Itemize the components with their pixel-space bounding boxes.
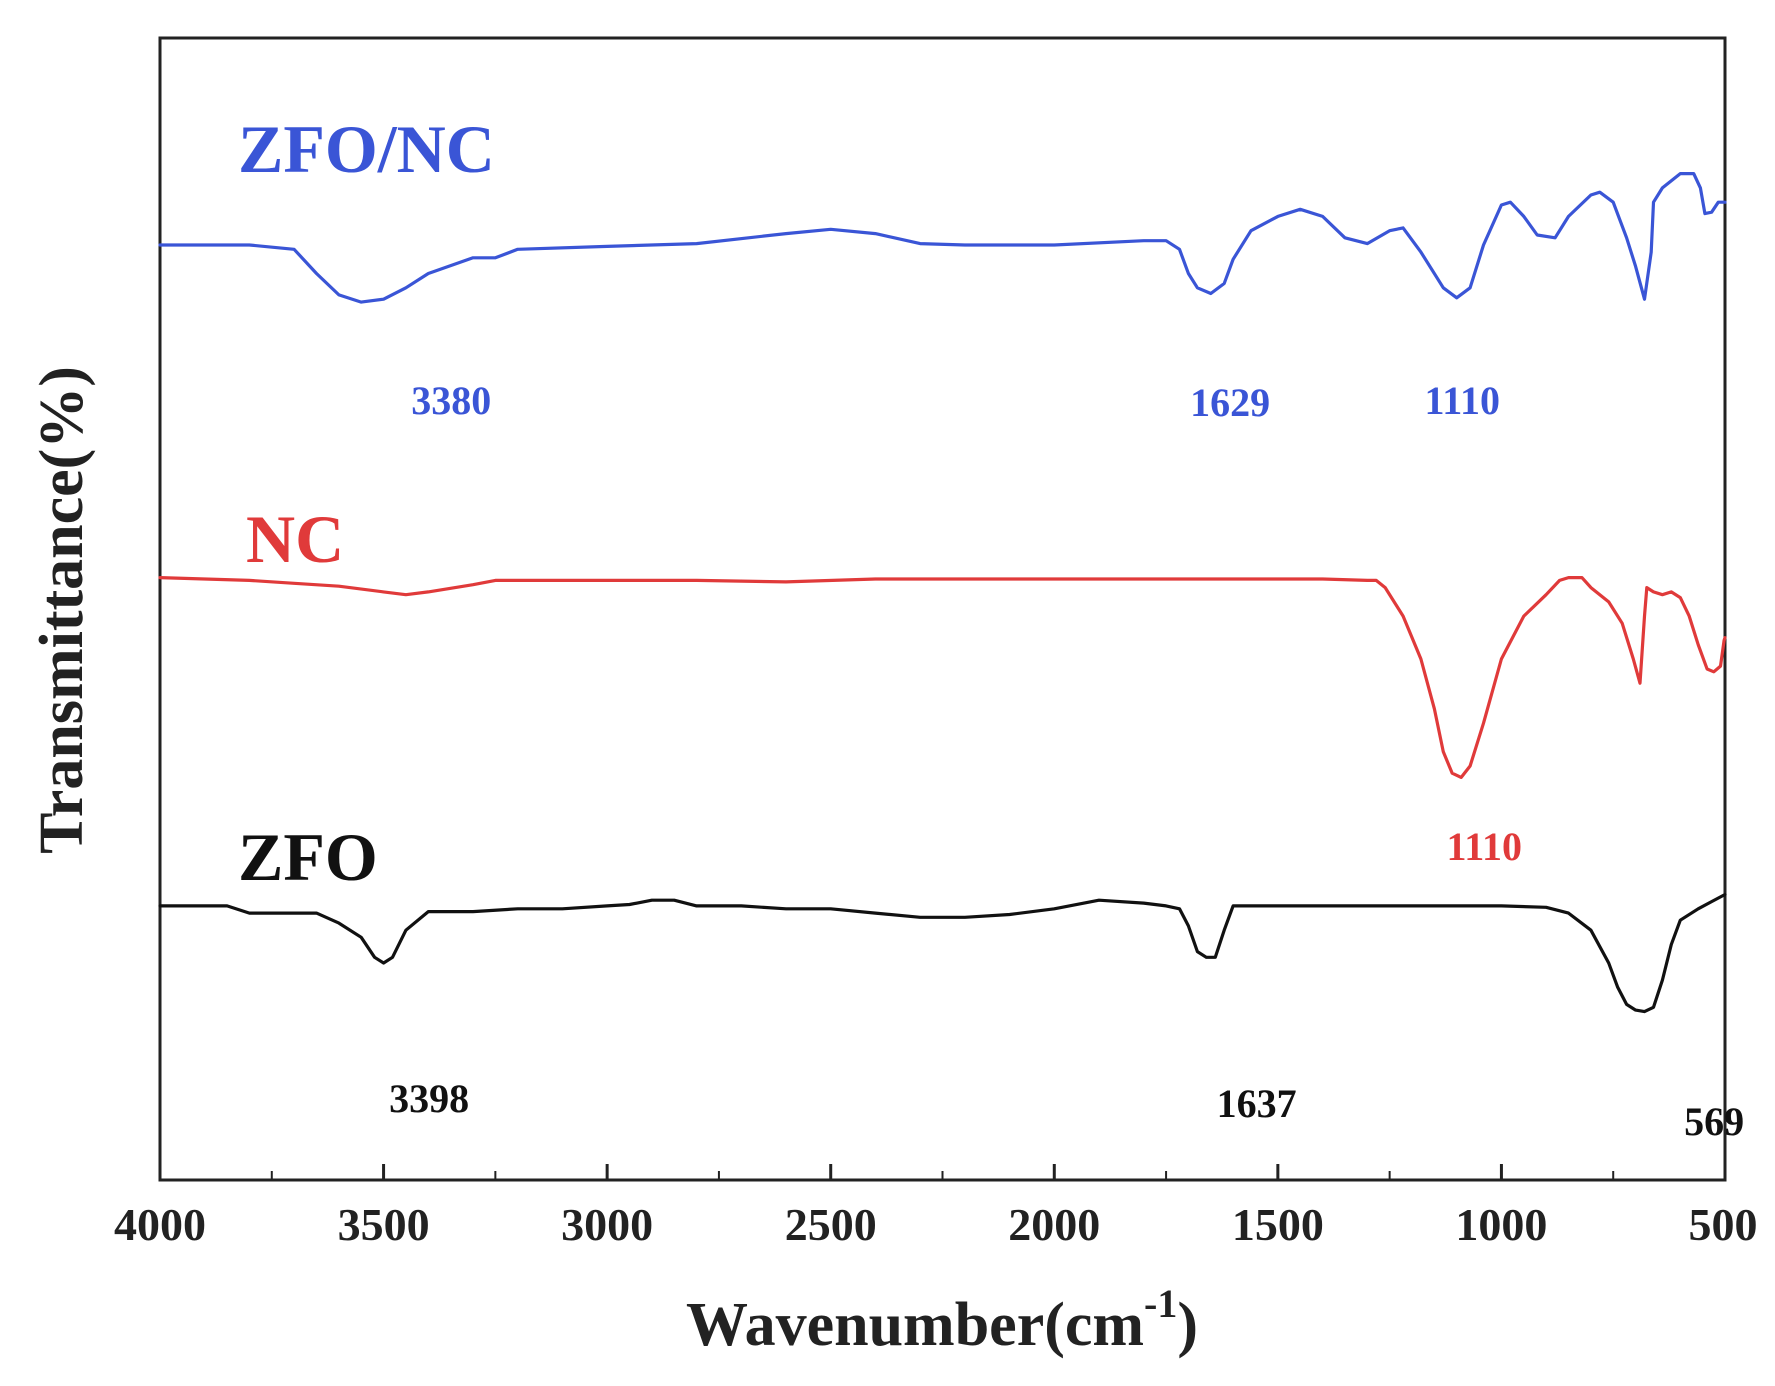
- series-name-zfo-nc: ZFO/NC: [238, 111, 495, 187]
- x-axis-label-suffix: ): [1177, 1291, 1198, 1359]
- x-tick-label-3500: 3500: [338, 1199, 430, 1250]
- series-line-zfo-nc: [158, 172, 1727, 304]
- peak-label-zfo-nc-1110: 1110: [1424, 378, 1500, 423]
- series-line-zfo: [158, 892, 1727, 1014]
- x-tick-label-1000: 1000: [1455, 1199, 1547, 1250]
- x-tick-label-500: 500: [1689, 1199, 1758, 1250]
- plot-frame: [158, 36, 1727, 1182]
- peak-label-zfo-nc-1629: 1629: [1190, 380, 1270, 425]
- labels-layer: ZFO/NC 3380 1629 1110 NC 1110 ZFO 3398 1637 569: [238, 111, 1744, 1144]
- peak-label-zfo-nc-3380: 3380: [411, 378, 491, 423]
- x-tick-label-3000: 3000: [561, 1199, 653, 1250]
- series-line-nc: [158, 576, 1727, 779]
- y-axis-label: Transmittance(%): [28, 366, 96, 854]
- x-axis-label: Wavenumber(cm-1): [686, 1281, 1198, 1359]
- peak-label-zfo-569: 569: [1684, 1099, 1744, 1144]
- x-axis-label-main: Wavenumber(cm: [686, 1291, 1144, 1359]
- x-axis-label-superscript: -1: [1144, 1281, 1177, 1326]
- series-name-zfo: ZFO: [238, 819, 378, 895]
- x-axis-ticks: 4000 3500 3000 2500 2000 1500 1000 500: [114, 1164, 1758, 1250]
- peak-label-zfo-1637: 1637: [1217, 1081, 1297, 1126]
- peak-label-zfo-3398: 3398: [389, 1076, 469, 1121]
- series-name-nc: NC: [246, 501, 344, 577]
- x-tick-label-4000: 4000: [114, 1199, 206, 1250]
- peak-label-nc-1110: 1110: [1446, 824, 1522, 869]
- series-layer: [158, 172, 1727, 1014]
- x-tick-label-2000: 2000: [1008, 1199, 1100, 1250]
- x-tick-label-2500: 2500: [785, 1199, 877, 1250]
- x-tick-label-1500: 1500: [1232, 1199, 1324, 1250]
